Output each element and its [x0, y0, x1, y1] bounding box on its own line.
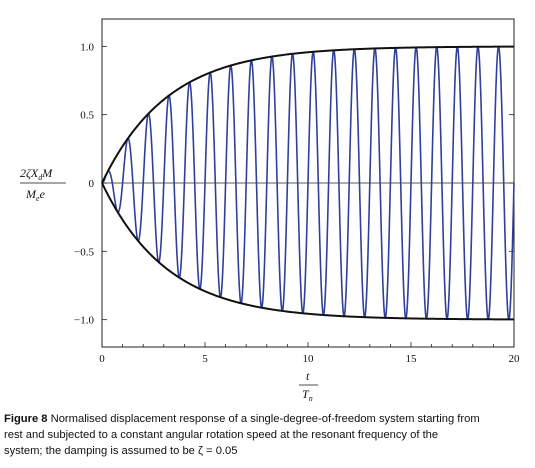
figure-caption: Figure 8 Normalised displacement respons…	[4, 411, 532, 459]
x-axis: 0 5 10 15 20	[99, 342, 520, 365]
caption-line-1: Normalised displacement response of a si…	[50, 413, 480, 425]
y-tick-label: 0	[89, 178, 95, 190]
svg-text:2ζXdM: 2ζXdM	[20, 166, 53, 182]
y-tick-label: −1.0	[74, 315, 94, 327]
upper-envelope-curve	[101, 45, 514, 184]
figure-chart: 1.0 0.5 0 −0.5 −1.0 0 5 10 15 20 2ζXdM Mee t Tn	[20, 18, 520, 403]
lower-envelope-curve	[101, 182, 514, 321]
caption-line-2: rest and subjected to a constant angular…	[4, 429, 439, 441]
x-tick-label: 20	[509, 353, 521, 365]
x-axis-label: t Tn	[299, 369, 318, 403]
svg-text:Mee: Mee	[25, 187, 46, 203]
caption-line-3: system; the damping is assumed to be ζ =…	[4, 445, 238, 457]
caption-label: Figure 8	[4, 413, 48, 425]
y-tick-label: 0.5	[80, 110, 94, 122]
chart-series	[101, 45, 515, 321]
y-axis-label: 2ζXdM Mee	[20, 166, 66, 203]
svg-text:t: t	[306, 369, 310, 383]
x-tick-label: 5	[202, 353, 208, 365]
x-tick-label: 15	[406, 353, 418, 365]
y-axis: 1.0 0.5 0 −0.5 −1.0	[74, 41, 514, 327]
y-tick-label: 1.0	[80, 41, 94, 53]
svg-text:Tn: Tn	[302, 387, 313, 403]
response-curve	[101, 45, 515, 321]
x-tick-label: 10	[303, 353, 315, 365]
y-tick-label: −0.5	[74, 246, 94, 258]
x-tick-label: 0	[99, 353, 105, 365]
